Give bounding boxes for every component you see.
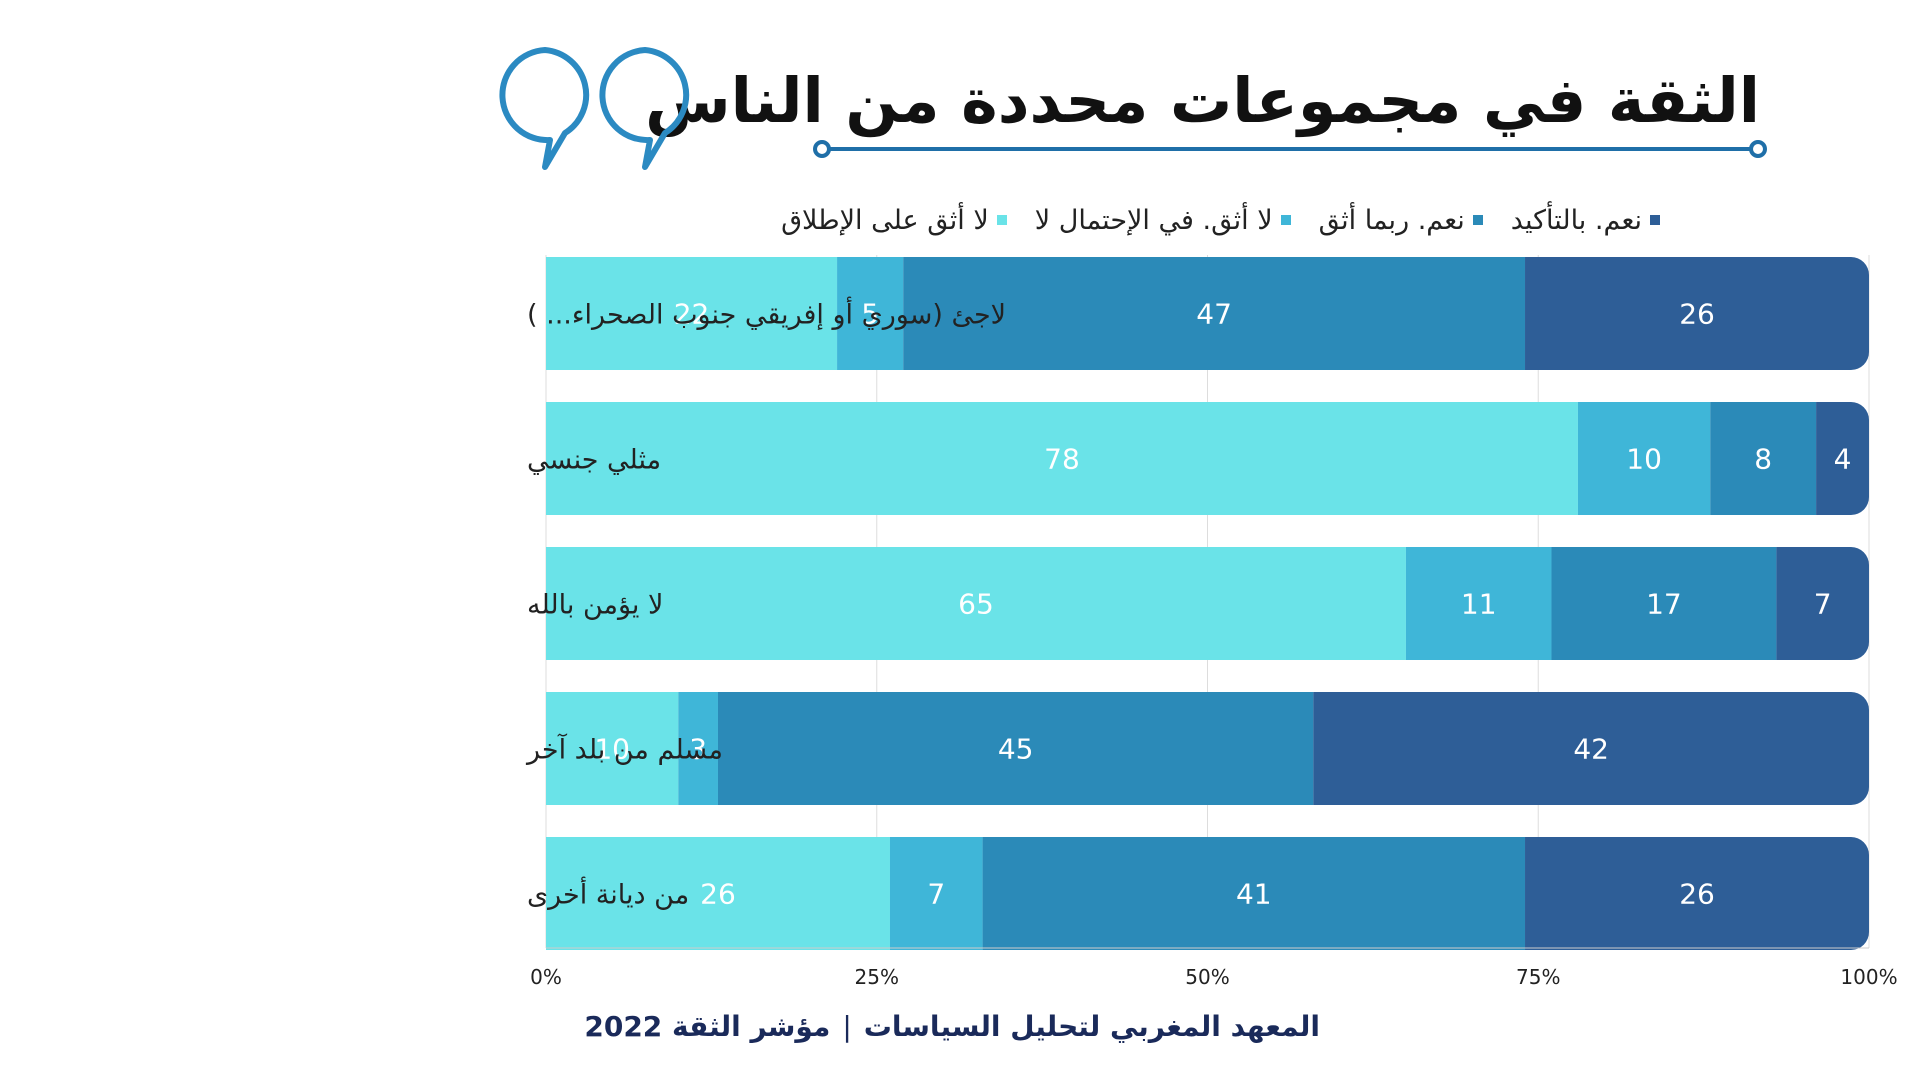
legend-item: نعم. بالتأكيد [1511, 200, 1660, 240]
bar-segment [1710, 402, 1817, 515]
x-tick-label: 50% [1185, 965, 1229, 989]
legend-swatch [996, 215, 1007, 225]
data-label: 10 [594, 733, 630, 766]
bar-segment [1525, 837, 1869, 950]
footer-index: مؤشر الثقة 2022 [584, 1010, 831, 1043]
data-label: 17 [1646, 588, 1682, 621]
bar-segment [982, 837, 1526, 950]
legend-swatch [1650, 215, 1660, 225]
bar-segment [1525, 257, 1869, 370]
category-label: من ديانة أخرى [527, 876, 689, 911]
data-label: 4 [1834, 443, 1852, 476]
bar-segment [717, 692, 1314, 805]
data-label: 65 [958, 588, 994, 621]
x-tick-label: 100% [1840, 965, 1897, 989]
category-label: مسلم من بلد آخر [525, 734, 723, 766]
legend-label: نعم. ربما أثق [1318, 204, 1465, 236]
bar-segment [546, 837, 890, 950]
data-label: 22 [674, 298, 710, 331]
legend-swatch [1280, 215, 1291, 225]
data-label: 3 [689, 733, 707, 766]
data-label: 41 [1236, 878, 1272, 911]
quote-marks-icon [499, 47, 690, 170]
bar-segment [1313, 692, 1869, 805]
x-tick-label: 75% [1516, 965, 1560, 989]
title-underline [813, 140, 1767, 158]
x-tick-label: 0% [530, 965, 562, 989]
data-label: 26 [1679, 298, 1715, 331]
bar-segment [1776, 547, 1869, 660]
bar-segment [546, 547, 1406, 660]
bar-segment [546, 692, 679, 805]
data-label: 7 [927, 878, 945, 911]
category-label: مثلي جنسي [527, 445, 661, 476]
bar-segment [1577, 402, 1711, 515]
data-label: 45 [998, 733, 1034, 766]
legend: نعم. بالتأكيد نعم. ربما أثق لا أثق. في الإ… [600, 200, 1660, 240]
footer: المعهد المغربي لتحليل السياسات | مؤشر الثق… [584, 1010, 1320, 1043]
legend-item: نعم. ربما أثق [1319, 200, 1483, 240]
data-label: 8 [1754, 443, 1772, 476]
data-label: 7 [1814, 588, 1832, 621]
legend-item: لا أثق على الإطلاق [781, 200, 1007, 240]
data-label: 10 [1626, 443, 1662, 476]
legend-label: لا أثق. في الإحتمال لا [1034, 204, 1273, 236]
bar-segment [678, 692, 718, 805]
data-label: 78 [1044, 443, 1080, 476]
bar-segment [546, 402, 1578, 515]
data-label: 42 [1573, 733, 1609, 766]
data-label: 47 [1196, 298, 1232, 331]
bar-segment [1551, 547, 1777, 660]
data-label: 5 [861, 298, 879, 331]
legend-label: لا أثق على الإطلاق [781, 204, 989, 236]
footer-institute: المعهد المغربي لتحليل السياسات [863, 1010, 1320, 1043]
legend-item: لا أثق. في الإحتمال لا [1035, 200, 1291, 240]
category-label: لا يؤمن بالله [527, 590, 663, 621]
bar-segment [1816, 402, 1869, 515]
x-tick-label: 25% [855, 965, 899, 989]
chart-title: الثقة في مجموعات محددة من الناس [645, 64, 1760, 137]
bar-segment [903, 257, 1526, 370]
bar-segment [837, 257, 904, 370]
category-label: لاجئ (سوري أو إفريقي جنوب الصحراء... ) [527, 296, 1006, 331]
bar-segment [546, 257, 838, 370]
bar-segment [1405, 547, 1552, 660]
bar-segment [889, 837, 983, 950]
data-label: 26 [700, 878, 736, 911]
footer-separator: | [842, 1010, 852, 1043]
data-label: 11 [1461, 588, 1497, 621]
legend-label: نعم. بالتأكيد [1510, 204, 1642, 236]
data-label: 26 [1679, 878, 1715, 911]
legend-swatch [1472, 215, 1483, 225]
